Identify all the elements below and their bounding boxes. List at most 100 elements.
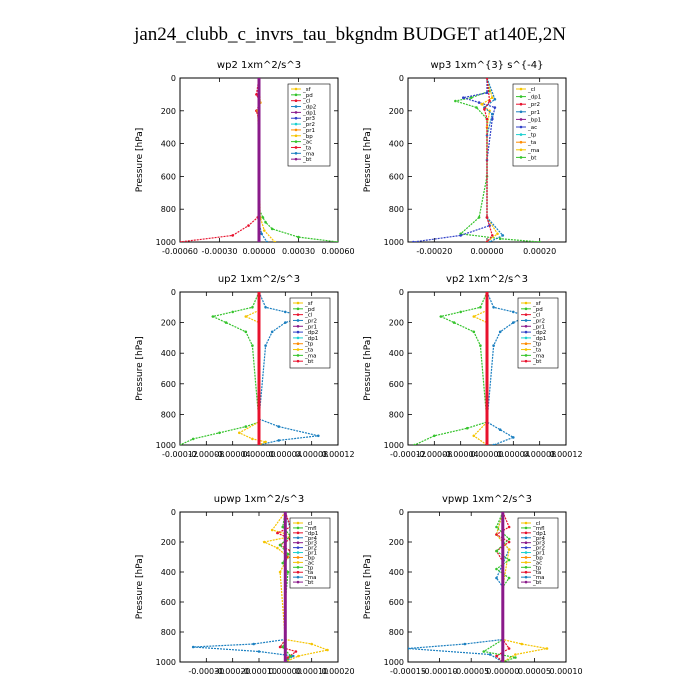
legend-marker <box>524 546 528 549</box>
legend-marker <box>296 551 300 554</box>
x-tick-label: 0.00010 <box>549 667 582 676</box>
legend-label: _bt <box>304 359 314 365</box>
y-tick-label: 600 <box>389 172 404 181</box>
legend-label: _sf <box>304 301 314 307</box>
series-point <box>180 443 182 445</box>
series-point <box>463 642 467 646</box>
series-point <box>310 642 314 646</box>
series-point <box>257 142 261 145</box>
legend-marker <box>294 134 298 138</box>
series-point <box>257 78 261 80</box>
x-tick-label: 0.00012 <box>549 450 582 459</box>
legend-marker <box>296 307 300 311</box>
series-point <box>277 439 281 442</box>
series-point <box>412 240 415 242</box>
series-point <box>491 112 494 116</box>
series-point <box>475 106 478 109</box>
panel-title: wp2 1xm^2/s^3 <box>217 60 301 71</box>
legend-marker <box>519 87 523 91</box>
legend-label: _pr2 <box>302 122 315 128</box>
legend-marker <box>296 301 300 305</box>
series-point <box>180 240 182 242</box>
legend-label: _ta <box>527 140 536 146</box>
series-point <box>297 235 300 239</box>
series-point <box>257 240 261 242</box>
legend: _sf_pd_cl_pr2_pr1_dp2_dp1_tp_ta_ma_bt <box>517 297 559 369</box>
series-point <box>284 570 287 574</box>
legend-label: _bp1 <box>527 117 541 123</box>
legend-label: _pr1 <box>532 551 545 557</box>
legend-label: _dp1 <box>532 336 546 342</box>
series-point <box>286 570 290 574</box>
series-point <box>294 650 298 653</box>
legend-marker <box>296 556 300 559</box>
series-point <box>485 78 489 80</box>
legend-label: _pr2 <box>304 546 317 552</box>
legend-marker <box>296 536 300 540</box>
y-tick-label: 600 <box>161 172 176 181</box>
series-point <box>488 224 491 227</box>
y-tick-label: 400 <box>389 349 404 358</box>
series-point <box>281 561 285 565</box>
legend-marker <box>524 561 528 564</box>
series-point <box>485 443 489 445</box>
legend-marker <box>296 342 300 346</box>
legend-label: _bt <box>304 580 314 586</box>
y-tick-label: 800 <box>161 410 176 419</box>
legend: _cl_mfl_dp1_pr4_pr3_pr2_pr1_bp_ac_tp_ta_… <box>289 517 331 589</box>
series-point <box>251 437 254 441</box>
legend: _sf_pd_cl_dp2_dp1_pr3_pr2_pr1_bp_ac_ta_m… <box>287 83 331 167</box>
legend-label: _dp1 <box>532 531 546 537</box>
legend-marker <box>524 580 528 584</box>
legend-marker <box>296 336 300 340</box>
legend-marker <box>519 148 523 152</box>
series-point <box>501 540 505 544</box>
series-point <box>289 654 292 658</box>
series-point <box>284 660 287 662</box>
series-point <box>512 310 515 314</box>
series-group <box>412 78 541 242</box>
y-axis-label: Pressure [hPa] <box>135 336 145 401</box>
legend-marker <box>524 330 528 334</box>
legend-label: _dp1 <box>302 110 316 116</box>
series-group <box>408 512 549 662</box>
chart-panel-1: wp2 1xm^2/s^3 Pressure [hPa] 0 200 400 600 800… <box>135 60 355 256</box>
legend-marker <box>294 111 298 114</box>
series-point <box>498 428 502 432</box>
series-point <box>265 240 269 242</box>
series-point <box>498 237 502 240</box>
legend-marker <box>519 125 523 129</box>
series-point <box>261 216 265 219</box>
series-point <box>491 96 494 99</box>
series-point <box>488 653 492 656</box>
legend-label: _tp <box>527 133 537 139</box>
series-point <box>495 533 498 536</box>
y-tick-label: 600 <box>161 380 176 389</box>
y-tick-label: 800 <box>161 205 176 214</box>
y-tick-label: 0 <box>171 288 176 297</box>
legend-label: _pd <box>304 307 315 313</box>
series-point <box>252 642 255 646</box>
legend-marker <box>524 354 528 357</box>
series-point <box>472 434 476 438</box>
legend-marker <box>524 575 528 579</box>
series-point <box>297 654 300 658</box>
legend-marker <box>294 152 298 155</box>
series-point <box>514 656 517 659</box>
legend-label: _pr3 <box>532 541 546 547</box>
series-point <box>284 512 287 514</box>
legend-marker <box>296 330 300 334</box>
series-point <box>257 207 261 211</box>
series-point <box>485 216 489 219</box>
series-point <box>485 158 489 162</box>
x-tick-label: 0.00060 <box>321 247 354 256</box>
series-point <box>231 310 234 314</box>
y-tick-label: 400 <box>389 568 404 577</box>
x-tick-label: 0.00005 <box>518 667 551 676</box>
series-point <box>276 531 279 535</box>
legend-label: _pr2 <box>532 318 545 324</box>
x-tick-label: -0.00010 <box>422 667 458 676</box>
legend-label: _ma <box>527 148 539 154</box>
series-point <box>257 443 261 445</box>
legend-marker <box>294 146 298 149</box>
